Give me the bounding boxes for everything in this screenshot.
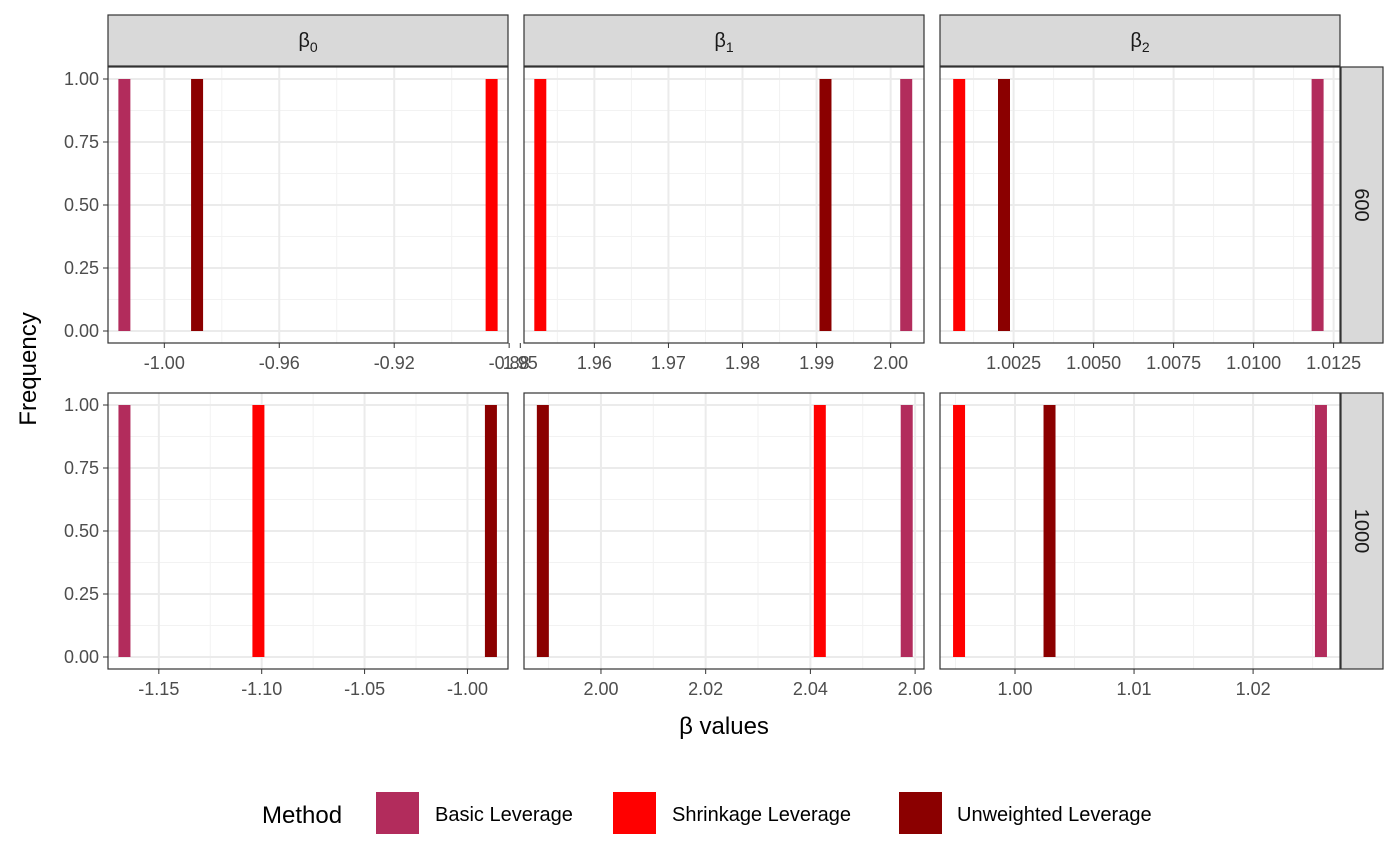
y-tick-label: 0.50 xyxy=(64,521,99,541)
panel-border xyxy=(523,392,925,670)
row-strip-background xyxy=(1340,392,1384,670)
column-strip-label: β2 xyxy=(1130,30,1150,55)
y-tick-label: 0.75 xyxy=(64,458,99,478)
bar-basic-leverage xyxy=(900,79,913,331)
legend-title: Method xyxy=(262,802,342,829)
panel-600-β0: 0.00 0.25 0.50 0.75 1.00 -1.00 -0.96 -0.92 -0.88 xyxy=(64,66,530,373)
x-tick-label: 1.97 xyxy=(651,353,686,373)
legend-key-basic-leverage xyxy=(376,792,419,834)
x-tick-label: 2.00 xyxy=(873,353,908,373)
x-tick-label: 1.0025 xyxy=(986,353,1041,373)
bar-shrinkage-leverage xyxy=(485,79,498,331)
panel-600-β2: 1.0025 1.0050 1.0075 1.0100 1.0125 xyxy=(939,66,1361,373)
bar-shrinkage-leverage xyxy=(953,79,966,331)
panel-1000-β2: 1.00 1.01 1.02 xyxy=(939,392,1341,699)
y-tick-label: 0.50 xyxy=(64,195,99,215)
y-tick-label: 0.25 xyxy=(64,584,99,604)
strips-layer: β0 β1 β2 600 1000 xyxy=(107,14,1384,670)
y-tick-label: 0.25 xyxy=(64,258,99,278)
x-tick-label: 2.00 xyxy=(583,679,618,699)
x-tick-label: -1.05 xyxy=(344,679,385,699)
x-tick-label: -1.15 xyxy=(138,679,179,699)
column-strip-background xyxy=(107,14,509,67)
bar-basic-leverage xyxy=(118,79,131,331)
column-strip-β2: β2 xyxy=(939,14,1341,67)
x-tick-label: 1.98 xyxy=(725,353,760,373)
legend: Method Basic Leverage Shrinkage Leverage U… xyxy=(262,792,1152,834)
legend-label: Basic Leverage xyxy=(435,804,573,826)
x-tick-label: -1.00 xyxy=(144,353,185,373)
legend-key-unweighted-leverage xyxy=(899,792,942,834)
x-tick-label: 1.0050 xyxy=(1066,353,1121,373)
column-strip-label: β1 xyxy=(714,30,734,55)
y-axis-title: Frequency xyxy=(15,312,42,425)
row-strip-background xyxy=(1340,66,1384,344)
y-tick-label: 0.00 xyxy=(64,647,99,667)
row-strip-1000: 1000 xyxy=(1340,392,1384,670)
y-tick-label: 1.00 xyxy=(64,69,99,89)
x-tick-label: -0.88 xyxy=(489,353,530,373)
x-tick-label: 1.02 xyxy=(1236,679,1271,699)
x-tick-label: 1.99 xyxy=(799,353,834,373)
panel-border xyxy=(523,66,925,344)
x-tick-label: -0.96 xyxy=(259,353,300,373)
bar-shrinkage-leverage xyxy=(813,405,826,657)
bar-shrinkage-leverage xyxy=(953,405,966,657)
panel-1000-β0: 0.00 0.25 0.50 0.75 1.00 -1.15 -1.10 -1.05 -1.00 xyxy=(64,392,509,699)
x-tick-label: 1.01 xyxy=(1117,679,1152,699)
column-strip-label: β0 xyxy=(298,30,318,55)
legend-label: Unweighted Leverage xyxy=(957,804,1152,826)
x-tick-label: -1.10 xyxy=(241,679,282,699)
column-strip-β0: β0 xyxy=(107,14,509,67)
panels-layer: 0.00 0.25 0.50 0.75 1.00 -1.00 -0.96 -0.92 -0.88… xyxy=(64,66,1361,699)
row-strip-label: 600 xyxy=(1350,188,1372,221)
y-tick-label: 1.00 xyxy=(64,395,99,415)
x-tick-label: 1.0075 xyxy=(1146,353,1201,373)
bar-unweighted-leverage xyxy=(819,79,832,331)
panel-border xyxy=(939,392,1341,670)
x-tick-label: -1.00 xyxy=(447,679,488,699)
column-strip-background xyxy=(939,14,1341,67)
bar-basic-leverage xyxy=(118,405,131,657)
x-tick-label: 2.06 xyxy=(898,679,933,699)
y-tick-label: 0.00 xyxy=(64,321,99,341)
x-tick-label: 1.00 xyxy=(997,679,1032,699)
panel-600-β1: 1.95 1.96 1.97 1.98 1.99 2.00 xyxy=(503,66,925,373)
panel-border xyxy=(939,66,1341,344)
x-tick-label: 1.0125 xyxy=(1306,353,1361,373)
column-strip-background xyxy=(523,14,925,67)
row-strip-label: 1000 xyxy=(1350,509,1372,554)
bar-basic-leverage xyxy=(1311,79,1324,331)
x-tick-label: 2.04 xyxy=(793,679,828,699)
x-tick-label: 1.95 xyxy=(503,353,538,373)
x-tick-label: 1.0100 xyxy=(1226,353,1281,373)
bar-unweighted-leverage xyxy=(191,79,204,331)
row-strip-600: 600 xyxy=(1340,66,1384,344)
bar-unweighted-leverage xyxy=(998,79,1010,331)
bar-unweighted-leverage xyxy=(536,405,549,657)
x-tick-label: -0.92 xyxy=(374,353,415,373)
x-axis-title: β values xyxy=(679,713,769,740)
legend-label: Shrinkage Leverage xyxy=(672,804,851,826)
bar-unweighted-leverage xyxy=(1043,405,1056,657)
x-tick-label: 2.02 xyxy=(688,679,723,699)
bar-shrinkage-leverage xyxy=(534,79,547,331)
column-strip-β1: β1 xyxy=(523,14,925,67)
bar-unweighted-leverage xyxy=(484,405,497,657)
legend-key-shrinkage-leverage xyxy=(613,792,656,834)
bar-shrinkage-leverage xyxy=(252,405,265,657)
y-tick-label: 0.75 xyxy=(64,132,99,152)
bar-basic-leverage xyxy=(1314,405,1327,657)
bar-basic-leverage xyxy=(900,405,913,657)
x-tick-label: 1.96 xyxy=(577,353,612,373)
panel-1000-β1: 2.00 2.02 2.04 2.06 xyxy=(523,392,933,699)
